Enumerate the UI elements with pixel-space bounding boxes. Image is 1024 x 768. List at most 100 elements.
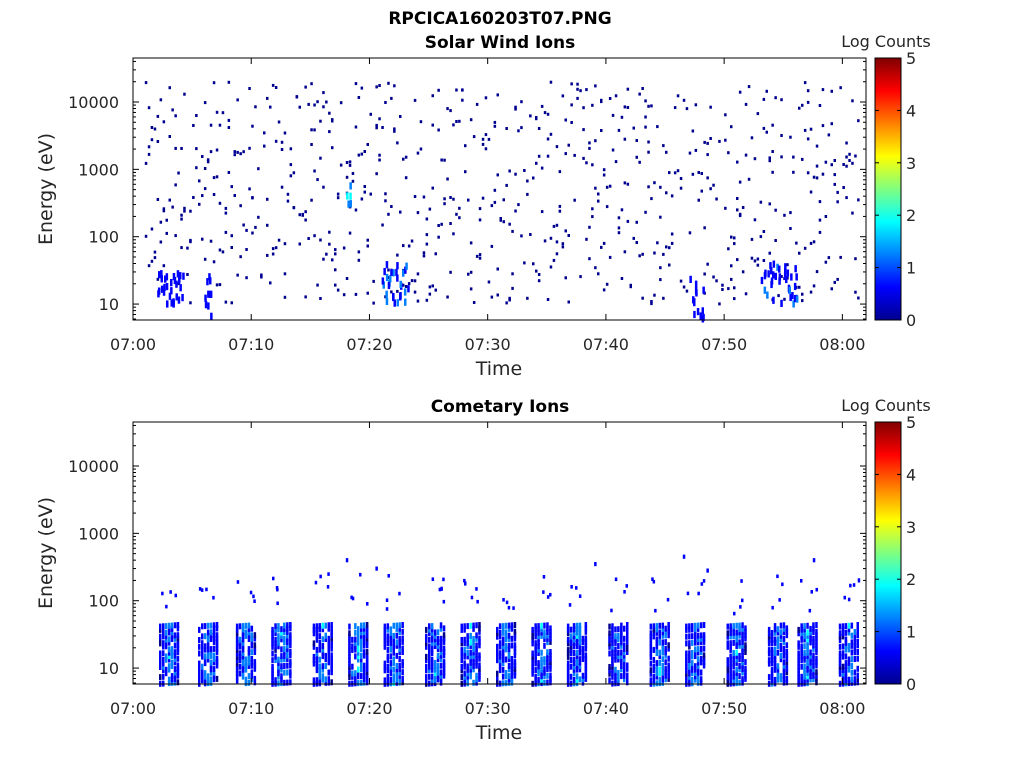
heatmap-cell xyxy=(251,231,254,235)
heatmap-cell xyxy=(597,272,600,276)
heatmap-cell xyxy=(549,655,552,662)
heatmap-cell xyxy=(257,215,260,219)
heatmap-cell xyxy=(602,288,606,292)
heatmap-cell xyxy=(844,660,848,667)
heatmap-cell xyxy=(472,652,475,659)
heatmap-cell xyxy=(741,270,745,274)
heatmap-cell xyxy=(389,639,393,646)
heatmap-cell xyxy=(611,650,614,657)
heatmap-cell xyxy=(738,679,741,686)
heatmap-cell xyxy=(475,587,478,591)
heatmap-cell xyxy=(600,129,603,132)
y-tick-label: 10 xyxy=(99,295,119,314)
heatmap-cell xyxy=(578,676,582,683)
heatmap-cell xyxy=(546,629,549,635)
heatmap-cell xyxy=(540,649,543,656)
heatmap-cell xyxy=(490,295,494,299)
heatmap-cell xyxy=(239,204,242,208)
heatmap-cell xyxy=(327,645,330,652)
heatmap-cell xyxy=(712,275,715,279)
heatmap-cell xyxy=(275,586,279,590)
heatmap-cell xyxy=(812,558,816,563)
heatmap-cell xyxy=(773,646,777,653)
heatmap-cell xyxy=(198,660,201,667)
heatmap-cell xyxy=(664,625,667,632)
heatmap-cell xyxy=(841,663,845,670)
heatmap-cell xyxy=(277,636,280,643)
heatmap-cell xyxy=(651,577,654,581)
heatmap-cell xyxy=(611,633,614,640)
heatmap-cell xyxy=(238,643,242,650)
heatmap-cell xyxy=(812,659,815,666)
heatmap-cell xyxy=(773,629,777,636)
heatmap-cell xyxy=(173,635,177,642)
heatmap-cell xyxy=(741,642,744,649)
heatmap-cell xyxy=(478,642,481,649)
heatmap-cell xyxy=(362,666,366,673)
heatmap-cell xyxy=(523,169,526,172)
heatmap-cell xyxy=(812,652,815,659)
heatmap-cell xyxy=(769,262,772,270)
colorbar-tick-label: 2 xyxy=(906,570,916,589)
heatmap-cell xyxy=(203,673,207,680)
heatmap-cell xyxy=(513,665,517,672)
heatmap-cell xyxy=(389,636,393,643)
heatmap-cell xyxy=(433,643,437,649)
heatmap-cell xyxy=(395,669,398,676)
heatmap-cell xyxy=(277,660,280,667)
heatmap-cell xyxy=(348,643,351,650)
heatmap-cell xyxy=(176,632,180,639)
heatmap-cell xyxy=(392,680,395,687)
heatmap-cell xyxy=(357,626,360,633)
heatmap-cell xyxy=(395,652,398,659)
heatmap-cell xyxy=(375,123,378,127)
heatmap-cell xyxy=(779,642,783,649)
heatmap-cell xyxy=(847,676,851,683)
heatmap-cell xyxy=(856,628,859,635)
heatmap-cell xyxy=(442,649,446,655)
heatmap-cell xyxy=(652,626,656,633)
heatmap-cell xyxy=(260,273,263,277)
heatmap-cell xyxy=(436,636,440,642)
heatmap-cell xyxy=(623,645,626,652)
heatmap-cell xyxy=(844,670,848,677)
heatmap-cell xyxy=(818,218,822,222)
heatmap-cell xyxy=(315,667,319,674)
heatmap-cell xyxy=(856,649,859,655)
heatmap-cell xyxy=(478,638,481,645)
heatmap-cell xyxy=(661,656,664,663)
heatmap-cell xyxy=(699,639,703,646)
heatmap-cell xyxy=(691,660,694,667)
heatmap-cell xyxy=(549,628,552,635)
heatmap-cell xyxy=(706,568,709,573)
heatmap-cell xyxy=(818,200,822,204)
heatmap-cell xyxy=(782,645,786,652)
heatmap-cell xyxy=(458,206,461,210)
heatmap-cell xyxy=(702,632,706,639)
heatmap-cell xyxy=(741,632,744,639)
heatmap-cell xyxy=(778,277,781,285)
heatmap-cell xyxy=(212,635,216,642)
heatmap-cell xyxy=(277,656,280,663)
heatmap-cell xyxy=(442,599,446,604)
heatmap-cell xyxy=(227,80,231,84)
heatmap-cell xyxy=(277,238,281,242)
heatmap-cell xyxy=(514,107,517,111)
heatmap-cell xyxy=(189,209,192,213)
heatmap-cell xyxy=(348,660,351,667)
heatmap-cell xyxy=(655,626,659,633)
heatmap-cell xyxy=(617,643,620,649)
heatmap-cell xyxy=(529,233,532,236)
heatmap-cell xyxy=(782,669,786,676)
heatmap-cell xyxy=(782,622,786,629)
heatmap-cell xyxy=(203,633,207,640)
heatmap-cell xyxy=(349,182,352,190)
heatmap-cell xyxy=(167,676,171,683)
heatmap-cell xyxy=(635,139,638,142)
heatmap-cell xyxy=(392,639,395,646)
heatmap-cell xyxy=(404,176,408,180)
heatmap-cell xyxy=(209,676,213,683)
heatmap-cell xyxy=(315,623,319,630)
heatmap-cell xyxy=(439,662,443,669)
heatmap-cell xyxy=(464,144,467,148)
